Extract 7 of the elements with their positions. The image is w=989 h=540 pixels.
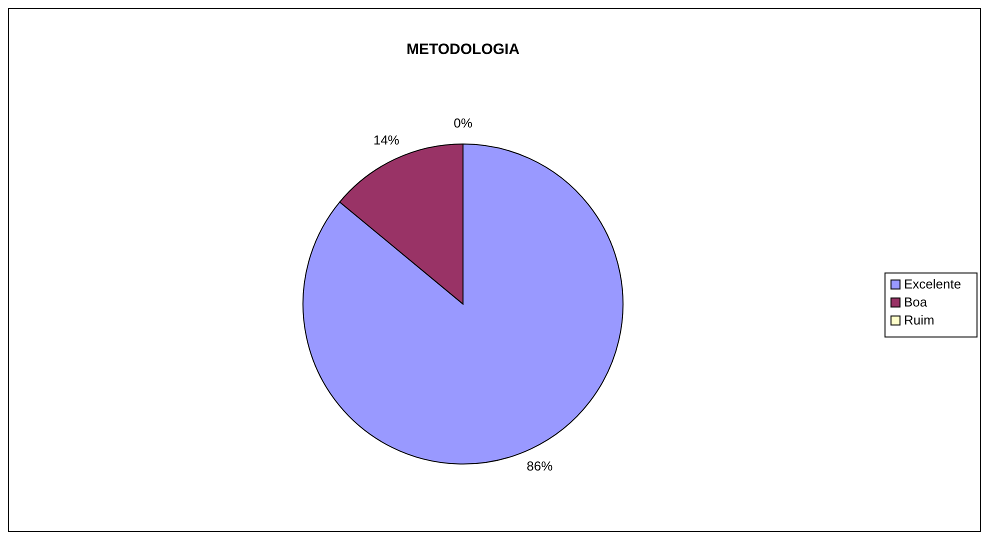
data-label: 86%: [526, 458, 554, 474]
data-label: 14%: [373, 132, 400, 148]
legend-label: Excelente: [904, 276, 962, 292]
legend-label: Boa: [904, 294, 928, 310]
text: 0%: [454, 115, 472, 130]
chart-title: METODOLOGIA: [406, 41, 520, 58]
legend-label: Ruim: [904, 312, 934, 328]
